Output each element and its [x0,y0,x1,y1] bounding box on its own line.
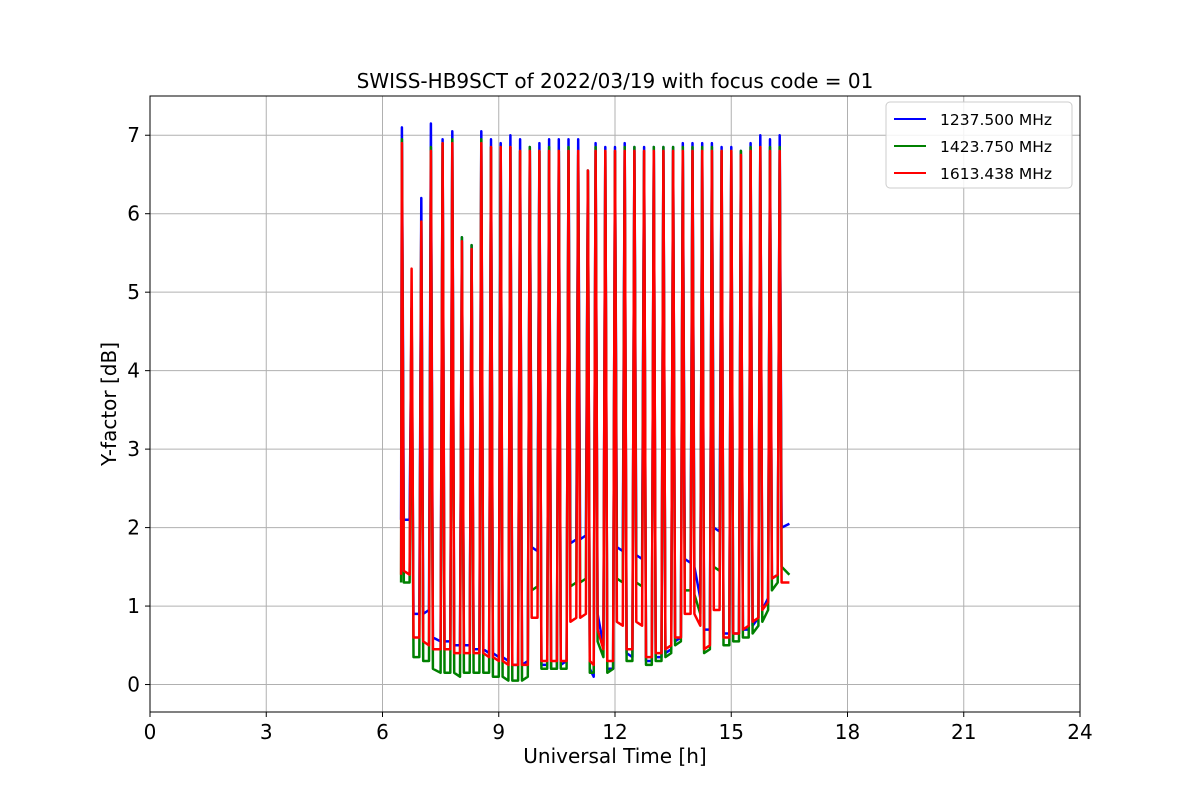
y-tick-label: 6 [127,202,140,226]
x-axis-label: Universal Time [h] [523,744,706,768]
x-tick-label: 6 [376,720,389,744]
x-tick-label: 21 [951,720,976,744]
x-tick-label: 18 [835,720,860,744]
legend: 1237.500 MHz 1423.750 MHz 1613.438 MHz [885,101,1073,189]
series-line-3 [399,141,790,667]
y-tick-label: 5 [127,280,140,304]
legend-label: 1613.438 MHz [940,165,1052,183]
y-tick-label: 4 [127,359,140,383]
x-tick-label: 15 [719,720,744,744]
y-tick-label: 2 [127,516,140,540]
y-tick-label: 3 [127,437,140,461]
legend-box [885,101,1073,189]
y-tick-label: 1 [127,594,140,618]
x-tick-label: 24 [1067,720,1092,744]
y-axis: 0 1 2 3 4 5 6 7 [127,123,150,697]
y-tick-label: 7 [127,123,140,147]
chart-title: SWISS-HB9SCT of 2022/03/19 with focus co… [357,69,874,93]
y-axis-label: Y-factor [dB] [97,342,121,467]
x-tick-label: 12 [602,720,627,744]
legend-label: 1237.500 MHz [940,111,1052,129]
x-tick-label: 9 [492,720,505,744]
legend-label: 1423.750 MHz [940,138,1052,156]
y-tick-label: 0 [127,673,140,697]
x-axis: 0 3 6 9 12 15 18 21 24 [144,712,1093,744]
x-tick-label: 0 [144,720,157,744]
x-tick-label: 3 [260,720,273,744]
series-lines [399,122,791,682]
